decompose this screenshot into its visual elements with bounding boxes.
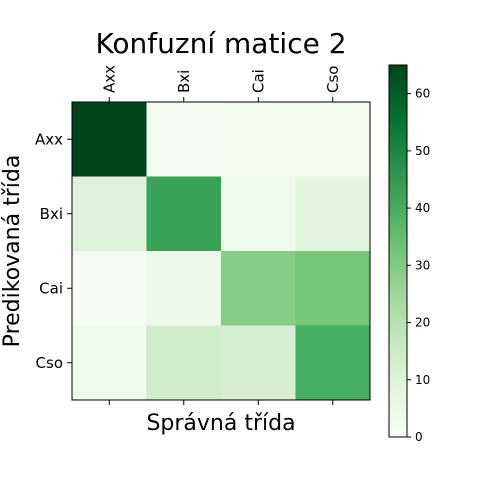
colorbar-tick-label: 0: [415, 430, 423, 444]
x-tick-label: Cso: [324, 66, 342, 93]
heatmap-cell: [146, 102, 222, 177]
colorbar-tick-label: 10: [415, 373, 430, 387]
x-tick-label: Cai: [249, 69, 267, 93]
colorbar-ticks: 0 10 20 30 40 50 60: [407, 87, 430, 444]
y-ticks: Axx Bxi Cai Cso: [35, 130, 72, 372]
heatmap-cell: [295, 251, 371, 326]
heatmap-cell: [295, 325, 371, 401]
heatmap-cell: [295, 102, 371, 177]
y-axis-label: Predikovaná třída: [0, 155, 25, 348]
heatmap-cells: [72, 102, 371, 401]
colorbar-tick-label: 50: [415, 144, 430, 158]
heatmap-cell: [72, 325, 147, 401]
y-tick-label: Axx: [35, 130, 63, 148]
heatmap-cell: [146, 251, 222, 326]
y-tick-label: Bxi: [40, 205, 63, 223]
chart-title: Konfuzní matice 2: [95, 27, 346, 60]
colorbar-tick-label: 30: [415, 258, 430, 272]
colorbar: [388, 64, 408, 438]
heatmap-cell: [295, 176, 371, 252]
heatmap-cell: [146, 176, 222, 252]
colorbar-tick-label: 40: [415, 201, 430, 215]
x-axis-label: Správná třída: [146, 411, 295, 436]
heatmap-cell: [221, 176, 296, 252]
colorbar-tick-label: 60: [415, 87, 430, 101]
x-ticks: Axx Bxi Cai Cso: [100, 65, 342, 405]
heatmap-cell: [221, 251, 296, 326]
heatmap-cell: [72, 251, 147, 326]
colorbar-tick-label: 20: [415, 316, 430, 330]
heatmap-cell: [221, 102, 296, 177]
x-tick-label: Bxi: [175, 70, 193, 93]
x-tick-label: Axx: [100, 65, 118, 93]
y-tick-label: Cso: [36, 354, 63, 372]
heatmap-cell: [72, 102, 147, 177]
heatmap-cell: [221, 325, 296, 401]
y-tick-label: Cai: [39, 279, 63, 297]
heatmap-cell: [146, 325, 222, 401]
heatmap-cell: [72, 176, 147, 252]
plot-frame: [71, 101, 371, 401]
